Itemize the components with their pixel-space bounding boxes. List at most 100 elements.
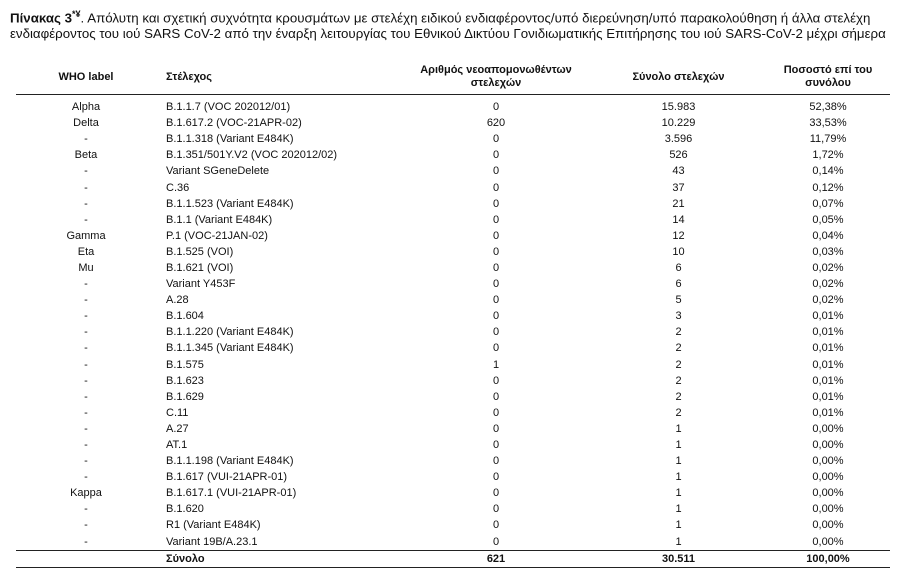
table-cell: Gamma [66, 229, 106, 242]
table-cell: B.1.351/501Y.V2 (VOC 202012/02) [166, 149, 338, 162]
table-row: - B.1.1 (Variant E484K) 0 14 0,05% [16, 212, 890, 228]
table-cell: 2 [675, 342, 682, 355]
table-cell: 0,02% [812, 261, 844, 274]
table-cell: Variant 19B/A.23.1 [166, 535, 258, 548]
table-cell: 0 [492, 535, 500, 548]
table-cell: B.1.1 (Variant E484K) [166, 213, 273, 226]
table-cell: Mu [78, 261, 94, 274]
table-cell: 0,00% [812, 422, 844, 435]
table-cell: 21 [672, 197, 685, 210]
table-cell: 2 [675, 390, 682, 403]
table-cell: 0,03% [812, 245, 844, 258]
table-cell: 0 [492, 278, 500, 291]
table-cell: 0 [492, 101, 500, 114]
table-cell: 0 [492, 503, 500, 516]
table-cell: 0 [492, 310, 500, 323]
table-cell: 1 [675, 439, 682, 452]
total-cell: 621 [401, 549, 591, 568]
table-cell: - [84, 294, 88, 307]
table-cell: 0,00% [812, 535, 844, 548]
table-cell: 0,07% [812, 197, 844, 210]
table-row: - Variant SGeneDelete 0 43 0,14% [16, 163, 890, 179]
table-cell: B.1.1.318 (Variant E484K) [166, 133, 294, 146]
table-cell: - [84, 326, 88, 339]
table-cell: R1 (Variant E484K) [166, 519, 261, 532]
table-cell: Variant SGeneDelete [166, 165, 270, 178]
table-cell: - [84, 197, 88, 210]
table-row: Eta B.1.525 (VOI) 0 10 0,03% [16, 244, 890, 260]
table-cell: - [84, 133, 88, 146]
table-cell: - [84, 213, 88, 226]
table-cell: - [84, 455, 88, 468]
table-cell: B.1.575 [166, 358, 204, 371]
table-cell: 14 [672, 213, 685, 226]
table-cell: 0,01% [812, 390, 844, 403]
table-row: - B.1.575 1 2 0,01% [16, 357, 890, 373]
table-cell: - [84, 342, 88, 355]
table-cell: - [84, 535, 88, 548]
table-cell: 10 [672, 245, 685, 258]
table-cell: 0 [492, 390, 500, 403]
table-cell: 0 [492, 519, 500, 532]
table-cell: P.1 (VOC-21JAN-02) [166, 229, 268, 242]
table-cell: 0 [492, 326, 500, 339]
table-cell: A.27 [166, 422, 189, 435]
caption-label: Πίνακας 3 [10, 10, 73, 26]
total-label: Σύνολο [156, 549, 401, 568]
table-cell: - [84, 406, 88, 419]
table-cell: 0 [492, 374, 500, 387]
table-cell: 6 [675, 261, 682, 274]
table-cell: 0,05% [812, 213, 844, 226]
table-cell: 0,01% [812, 326, 844, 339]
table-row: Mu B.1.621 (VOI) 0 6 0,02% [16, 260, 890, 276]
table-row: - B.1.1.318 (Variant E484K) 0 3.596 11,79% [16, 131, 890, 147]
table-cell: 0,00% [812, 471, 844, 484]
table-cell: 0 [492, 261, 500, 274]
table-cell: B.1.1.198 (Variant E484K) [166, 455, 294, 468]
table-cell: 526 [669, 149, 688, 162]
table-cell: 0 [492, 133, 500, 146]
table-cell: 0,02% [812, 294, 844, 307]
table-cell: A.28 [166, 294, 189, 307]
table-cell: - [84, 422, 88, 435]
table-cell: Delta [73, 117, 99, 130]
table-cell: 1 [675, 535, 682, 548]
table-cell: 2 [675, 406, 682, 419]
table-cell: 43 [672, 165, 685, 178]
table-cell: 10.229 [661, 117, 696, 130]
table-cell: Kappa [70, 487, 102, 500]
table-cell: 0 [492, 455, 500, 468]
table-cell: C.36 [166, 181, 190, 194]
table-cell: B.1.1.345 (Variant E484K) [166, 342, 294, 355]
table-row: - B.1.617 (VUI-21APR-01) 0 1 0,00% [16, 469, 890, 485]
table-row: - B.1.1.345 (Variant E484K) 0 2 0,01% [16, 340, 890, 356]
table-body: Alpha B.1.1.7 (VOC 202012/01) 0 15.983 52,38… [16, 95, 890, 568]
table-cell: - [84, 374, 88, 387]
table-cell: 1 [675, 503, 682, 516]
table-cell: B.1.617.1 (VUI-21APR-01) [166, 487, 297, 500]
table-cell [16, 549, 156, 568]
table-row: - R1 (Variant E484K) 0 1 0,00% [16, 517, 890, 533]
table-cell: 0,02% [812, 278, 844, 291]
table-cell: 0 [492, 245, 500, 258]
table-cell: 52,38% [809, 101, 847, 114]
table-cell: AT.1 [166, 439, 188, 452]
table-cell: 0 [492, 439, 500, 452]
table-row: - B.1.1.220 (Variant E484K) 0 2 0,01% [16, 324, 890, 340]
table-cell: 0,01% [812, 406, 844, 419]
table-row: - B.1.1.523 (Variant E484K) 0 21 0,07% [16, 196, 890, 212]
table-cell: 0,01% [812, 374, 844, 387]
table-row: Beta B.1.351/501Y.V2 (VOC 202012/02) 0 526 1… [16, 147, 890, 163]
table-cell: - [84, 471, 88, 484]
table-cell: 0 [492, 197, 500, 210]
header-cell: Στέλεχος [156, 60, 401, 95]
table-cell: 3 [675, 310, 682, 323]
table-row: - B.1.623 0 2 0,01% [16, 373, 890, 389]
table-row: - Variant Y453F 0 6 0,02% [16, 276, 890, 292]
table-row: - A.28 0 5 0,02% [16, 292, 890, 308]
table-cell: B.1.1.523 (Variant E484K) [166, 197, 294, 210]
table-cell: 0,04% [812, 229, 844, 242]
table-cell: 12 [672, 229, 685, 242]
table-cell: 1 [675, 519, 682, 532]
